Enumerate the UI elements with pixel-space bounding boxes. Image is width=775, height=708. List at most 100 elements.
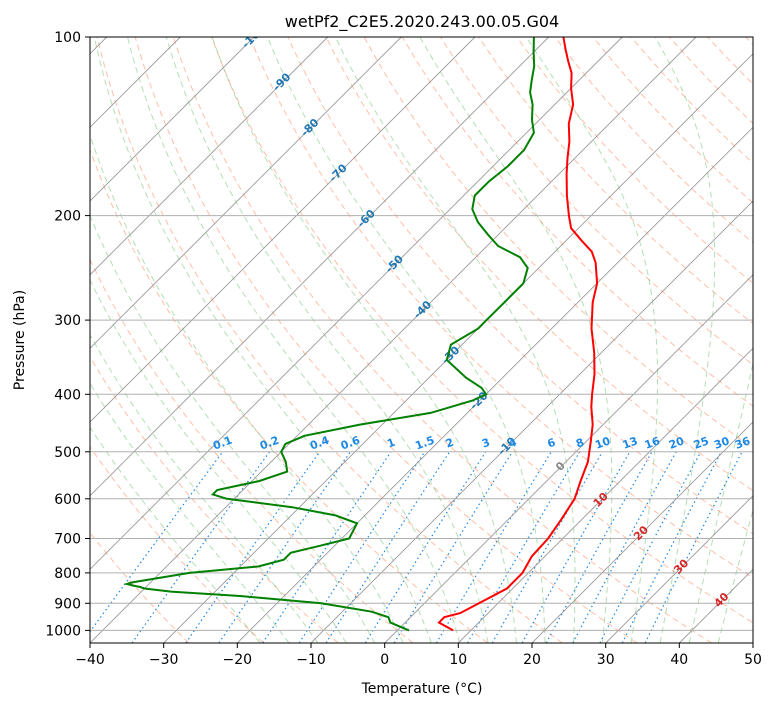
moist-adiabat (419, 37, 613, 643)
mixing-ratio-label: 13 (621, 434, 640, 451)
plot-frame (89, 36, 754, 644)
isotherm-line (457, 347, 753, 643)
pressure-gridlines (90, 37, 753, 631)
moist-adiabat (654, 37, 716, 643)
moist-adiabat (90, 382, 290, 643)
isotherm-line (310, 200, 753, 643)
isotherm-line (90, 37, 329, 276)
y-tick-label: 100 (54, 30, 81, 46)
plot-area: -100-90-80-70-60-50-40-30-20-10010203040… (90, 37, 753, 643)
x-tick-label: 40 (670, 652, 688, 668)
isotherm-line (90, 37, 476, 423)
chart-title: wetPf2_C2E5.2020.243.00.05.G04 (285, 12, 559, 32)
moist-adiabats (90, 37, 753, 643)
mixing-ratio-label: 10 (593, 434, 612, 452)
isotherm-line (90, 37, 402, 349)
mixing-ratio-line (185, 451, 321, 643)
moist-adiabat (688, 361, 753, 643)
dry-adiabat (516, 37, 753, 284)
y-tick-label: 1000 (45, 623, 81, 639)
moist-adiabat (334, 37, 576, 643)
mixing-ratio-line (466, 451, 581, 643)
dry-adiabat (134, 37, 638, 643)
isotherm-line (90, 37, 255, 202)
mixing-ratio-label: 8 (574, 436, 586, 451)
dewpoint-line (123, 37, 536, 632)
y-tick-label: 200 (54, 209, 81, 225)
dry-adiabat (211, 37, 753, 624)
mixing-ratio-lines (90, 451, 743, 643)
x-tick-label: 20 (523, 652, 541, 668)
moist-adiabat (90, 214, 376, 643)
dry-adiabat (172, 37, 712, 643)
x-tick-label: 30 (597, 652, 615, 668)
x-axis: −40 −30 −20 −10 0 10 20 30 40 50 (75, 643, 762, 668)
isotherms (90, 37, 753, 643)
isotherm-line (90, 37, 697, 643)
isotherm-line (605, 495, 753, 643)
temperature-line (437, 37, 599, 632)
x-tick-label: 50 (744, 652, 762, 668)
dry-adiabat (287, 37, 753, 535)
mixing-ratio-line (435, 451, 552, 643)
moist-adiabat (127, 37, 461, 643)
x-tick-label: −40 (75, 652, 105, 668)
mixing-ratio-line (599, 451, 702, 643)
mixing-ratio-label: 3 (480, 436, 492, 451)
moist-adiabat (90, 133, 404, 643)
x-tick-label: 0 (380, 652, 389, 668)
mixing-ratio-label: 0.2 (258, 434, 281, 453)
y-axis: 100 200 300 400 500 600 700 800 900 1000 (45, 30, 90, 639)
y-tick-label: 700 (54, 532, 81, 548)
mixing-ratio-label: 16 (643, 434, 662, 452)
y-tick-label: 300 (54, 313, 81, 329)
x-tick-label: 10 (449, 652, 467, 668)
y-tick-label: 900 (54, 596, 81, 612)
mixing-ratio-label: 30 (712, 434, 731, 452)
isotherm-line (531, 421, 753, 643)
y-tick-label: 400 (54, 387, 81, 403)
mixing-ratio-label: 20 (667, 434, 686, 452)
mixing-ratio-line (218, 451, 351, 643)
isotherm-line (90, 37, 623, 570)
mixing-ratio-label: 2 (444, 436, 456, 451)
mixing-ratio-label: 1.5 (413, 434, 436, 453)
dry-adiabat (90, 258, 414, 643)
y-tick-label: 600 (54, 492, 81, 508)
moist-adiabat (267, 37, 546, 643)
mixing-ratio-line (262, 451, 392, 643)
x-tick-label: −20 (223, 652, 253, 668)
mixing-ratio-label: 1 (385, 436, 397, 451)
y-tick-label: 800 (54, 566, 81, 582)
mixing-ratio-line (325, 451, 451, 643)
x-axis-title: Temperature (°C) (361, 681, 483, 697)
moist-adiabat (717, 508, 753, 643)
dry-adiabat (96, 37, 563, 643)
dry-adiabat (325, 37, 753, 492)
mixing-ratio-label: 0.6 (339, 434, 362, 453)
y-axis-title: Pressure (hPa) (12, 290, 28, 390)
x-tick-label: −10 (296, 652, 326, 668)
mixing-ratio-line (298, 451, 426, 643)
isotherm-line (163, 53, 753, 643)
moist-adiabat (525, 37, 658, 643)
dry-adiabat (90, 445, 264, 643)
mixing-ratio-label: 4 (507, 436, 519, 451)
moist-adiabat (93, 37, 432, 643)
moist-adiabat (165, 37, 489, 643)
mixing-ratio-label: 36 (733, 434, 752, 452)
mixing-ratio-label: 0.1 (211, 434, 234, 453)
mixing-ratio-label: 25 (692, 434, 711, 451)
mixing-ratio-label: 6 (546, 436, 558, 451)
mixing-ratio-label: 0.4 (308, 434, 331, 453)
mixing-ratio-line (364, 451, 487, 643)
y-tick-label: 500 (54, 445, 81, 461)
dry-adiabat (249, 37, 753, 579)
moist-adiabat (211, 37, 517, 643)
isotherm-line (384, 274, 753, 643)
moist-adiabat (90, 426, 261, 643)
mixing-ratio-line (572, 451, 677, 643)
x-tick-label: −30 (149, 652, 179, 668)
